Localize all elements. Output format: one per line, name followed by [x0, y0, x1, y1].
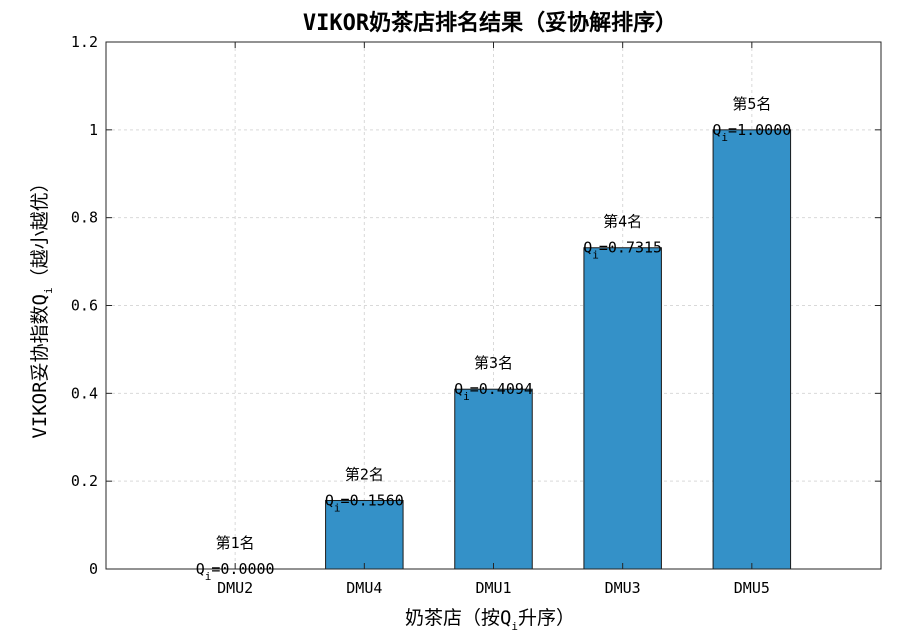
x-tick-label: DMU2	[217, 579, 253, 597]
rank-label: 第5名	[732, 95, 771, 113]
chart-title: VIKOR奶茶店排名结果（妥协解排序）	[303, 10, 677, 36]
rank-label: 第1名	[216, 534, 255, 552]
y-tick-label: 1.2	[71, 33, 98, 51]
value-label: Qi=0.1560	[325, 491, 404, 514]
bar-labels: 第1名 Qi=0.0000 第2名 Qi=0.1560 第3名 Qi=0.4094 第4名 Q…	[196, 95, 792, 583]
y-tick-label: 1	[89, 121, 98, 139]
x-tick-label: DMU3	[605, 579, 641, 597]
value-label: Qi=1.0000	[712, 121, 791, 144]
x-axis-label: 奶茶店（按Qi升序）	[405, 607, 575, 633]
bar-dmu5	[712, 129, 792, 570]
bars-group	[325, 129, 792, 570]
value-label: Qi=0.7315	[583, 239, 662, 262]
y-tick-label: 0.4	[71, 384, 98, 402]
y-tick-label: 0	[89, 560, 98, 578]
value-label: Qi=0.0000	[196, 560, 275, 583]
y-tick-label: 0.2	[71, 472, 98, 490]
rank-label: 第2名	[345, 465, 384, 483]
y-tick-label: 0.8	[71, 209, 98, 227]
bar-dmu3	[583, 247, 662, 570]
y-tick-label: 0.6	[71, 297, 98, 315]
bar-dmu1	[454, 388, 533, 570]
x-tick-label: DMU5	[734, 579, 770, 597]
rank-label: 第3名	[474, 354, 513, 372]
x-tick-label: DMU4	[346, 579, 382, 597]
y-axis-label: VIKOR妥协指数Qi（越小越优）	[29, 173, 55, 438]
x-tick-label: DMU1	[475, 579, 511, 597]
bar-dmu4	[325, 499, 404, 570]
rank-label: 第4名	[603, 213, 642, 231]
x-ticks: DMU2 DMU4 DMU1 DMU3 DMU5	[217, 42, 770, 597]
y-ticks: 0 0.2 0.4 0.6 0.8 1 1.2	[71, 33, 881, 578]
value-label: Qi=0.4094	[454, 380, 533, 403]
